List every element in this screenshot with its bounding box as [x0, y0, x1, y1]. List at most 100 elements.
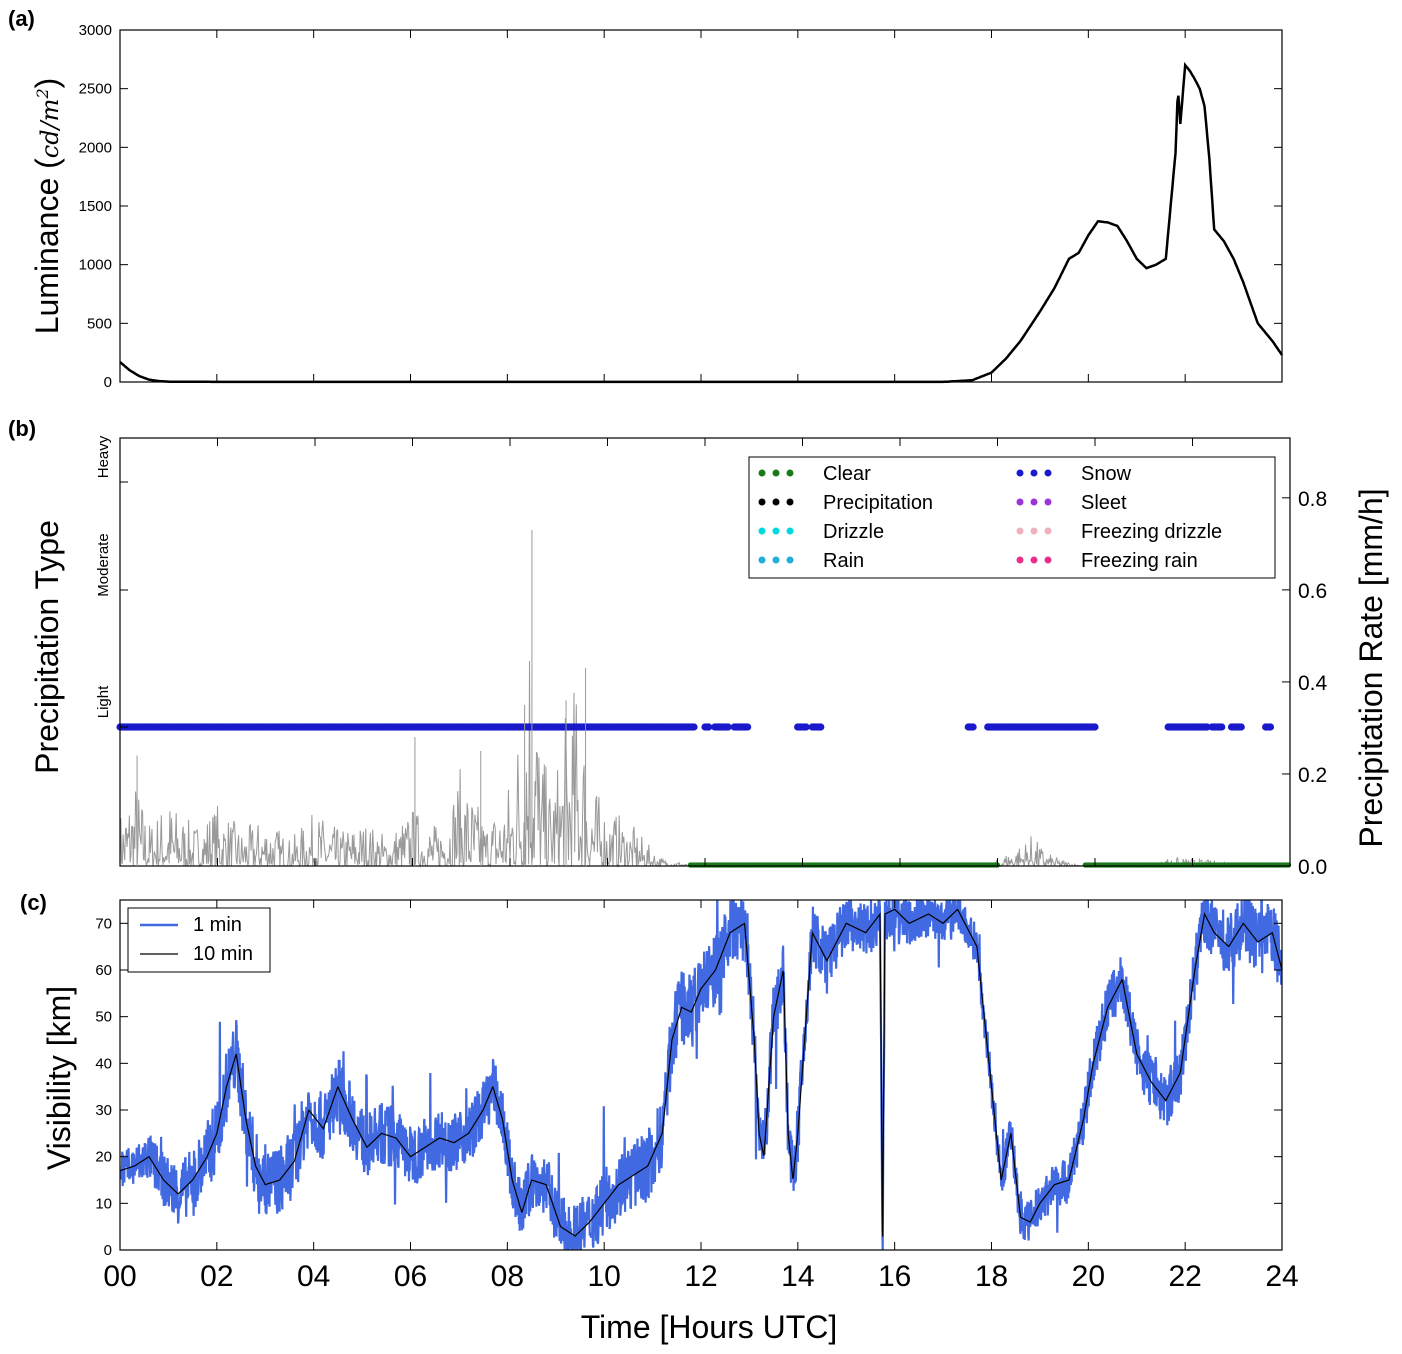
clear-points — [687, 862, 1292, 868]
a-ytick-label: 2500 — [79, 81, 112, 98]
c-ytick-label: 60 — [95, 962, 112, 979]
x-tick-label: 14 — [781, 1260, 814, 1293]
legend-swatch-dot — [1016, 498, 1024, 506]
legend-swatch-dot — [786, 527, 794, 535]
snow-point — [1091, 723, 1099, 731]
a-ytick-label: 0 — [104, 374, 112, 391]
snow-point — [969, 723, 977, 731]
visibility-1min-line — [120, 900, 1282, 1250]
panel-a-frame — [119, 29, 1283, 383]
panel-c-ylabel: Visibility [km] — [41, 986, 77, 1170]
x-tick-label: 02 — [200, 1260, 233, 1293]
panel-a-label: (a) — [8, 6, 35, 31]
a-ytick-label: 2000 — [79, 139, 112, 156]
x-tick-label: 12 — [684, 1260, 717, 1293]
panel-c-yticks: 0 10 20 30 40 50 60 70 — [95, 915, 1282, 1259]
panel-b-type-ticks: Light Moderate Heavy — [95, 435, 128, 728]
panel-a-ylabel: Luminance (cd/m2) — [29, 78, 65, 335]
snow-point — [744, 723, 752, 731]
legend-label: Rain — [823, 550, 864, 572]
c-ytick-label: 70 — [95, 915, 112, 932]
x-tick-label: 00 — [103, 1260, 136, 1293]
snow-point — [705, 723, 713, 731]
snow-point — [690, 723, 698, 731]
legend-swatch-dot — [772, 469, 780, 477]
snow-point — [724, 723, 732, 731]
c-ytick-label: 10 — [95, 1195, 112, 1212]
x-tick-label: 10 — [587, 1260, 620, 1293]
legend-1min-label: 1 min — [193, 914, 242, 936]
panel-b-ylabel-right: Precipitation Rate [mm/h] — [1353, 488, 1389, 847]
x-tick-label: 20 — [1072, 1260, 1105, 1293]
legend-swatch-dot — [786, 469, 794, 477]
legend-swatch-dot — [1016, 469, 1024, 477]
legend-label: Freezing drizzle — [1081, 521, 1222, 543]
x-tick-label: 18 — [975, 1260, 1008, 1293]
x-tick-label: 16 — [878, 1260, 911, 1293]
panel-c-legend: 1 min 10 min — [127, 907, 271, 973]
legend-label: Drizzle — [823, 521, 884, 543]
a-ytick-label: 500 — [87, 315, 112, 332]
panel-b-label: (b) — [8, 416, 36, 441]
c-ytick-label: 20 — [95, 1149, 112, 1166]
legend-label: Precipitation — [823, 492, 933, 514]
snow-point — [1266, 723, 1275, 731]
luminance-line — [119, 61, 1284, 384]
panel-a-ylabel-unit: cd/m — [36, 99, 64, 159]
legend-swatch-dot — [758, 469, 766, 477]
legend-swatch-dot — [1044, 469, 1052, 477]
snow-point — [802, 723, 810, 731]
legend-box — [748, 456, 1276, 579]
legend-items: Clear Snow Precipitation Sleet Drizzle Freezi… — [758, 463, 1222, 572]
b-rate-tick-label: 0.0 — [1298, 856, 1327, 879]
panel-c-xticks: 00 02 04 06 08 10 12 14 16 18 20 22 24 — [103, 900, 1299, 1293]
a-ytick-label: 3000 — [79, 22, 112, 39]
panel-b-rate-ticks: 0.0 0.2 0.4 0.6 0.8 — [1282, 488, 1328, 879]
legend-label: Sleet — [1081, 492, 1127, 514]
c-ytick-label: 30 — [95, 1102, 112, 1119]
b-rate-tick-label: 0.4 — [1298, 672, 1328, 695]
snow-point — [1237, 723, 1245, 731]
panel-c-frame — [119, 899, 1283, 1251]
snow-point — [817, 723, 825, 731]
legend-label: Clear — [823, 463, 871, 485]
legend-swatch-dot — [758, 527, 766, 535]
panel-b-ylabel-left: Precipitation Type — [29, 520, 65, 774]
c-ytick-label: 0 — [104, 1242, 112, 1259]
legend-swatch-dot — [758, 498, 766, 506]
x-tick-label: 22 — [1168, 1260, 1201, 1293]
b-rate-tick-label: 0.2 — [1298, 764, 1327, 787]
panel-b-frame — [119, 437, 1291, 867]
panel-a-ylabel-sup: 2 — [33, 88, 52, 99]
c-ytick-label: 50 — [95, 1009, 112, 1026]
type-level-label: Heavy — [95, 435, 112, 478]
legend-swatch-dot — [1044, 527, 1052, 535]
x-tick-label: 24 — [1265, 1260, 1298, 1293]
legend-swatch-dot — [772, 498, 780, 506]
panel-b-legend: Clear Snow Precipitation Sleet Drizzle Freezi… — [748, 456, 1276, 579]
panel-c: (c) 0 10 20 30 40 50 60 70 00 02 04 06 08 10 12 14 16 18… — [20, 890, 1299, 1345]
c-ytick-label: 40 — [95, 1055, 112, 1072]
x-tick-label: 08 — [491, 1260, 524, 1293]
legend-swatch-dot — [1016, 527, 1024, 535]
x-tick-label: 06 — [394, 1260, 427, 1293]
panel-c-label: (c) — [20, 890, 47, 915]
panel-a-xticks — [119, 30, 1283, 382]
type-level-label: Moderate — [95, 533, 112, 596]
legend-swatch-dot — [772, 527, 780, 535]
panel-a-yticks: 0 500 1000 1500 2000 2500 3000 — [79, 22, 1282, 391]
legend-swatch-dot — [1030, 498, 1038, 506]
panel-c-legend-box — [127, 907, 271, 973]
legend-swatch-dot — [772, 556, 780, 564]
legend-label: Snow — [1081, 463, 1132, 485]
legend-swatch-dot — [1044, 498, 1052, 506]
x-axis-label: Time [Hours UTC] — [581, 1309, 838, 1345]
precipitation-rate-line — [119, 660, 1290, 868]
legend-swatch-dot — [1030, 469, 1038, 477]
snow-point — [1218, 723, 1226, 731]
legend-swatch-dot — [1016, 556, 1024, 564]
type-level-label: Light — [95, 685, 112, 718]
legend-10min-label: 10 min — [193, 943, 253, 965]
legend-label: Freezing rain — [1081, 550, 1198, 572]
